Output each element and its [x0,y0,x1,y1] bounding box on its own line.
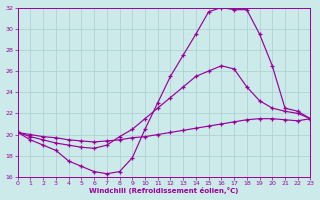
X-axis label: Windchill (Refroidissement éolien,°C): Windchill (Refroidissement éolien,°C) [89,187,239,194]
